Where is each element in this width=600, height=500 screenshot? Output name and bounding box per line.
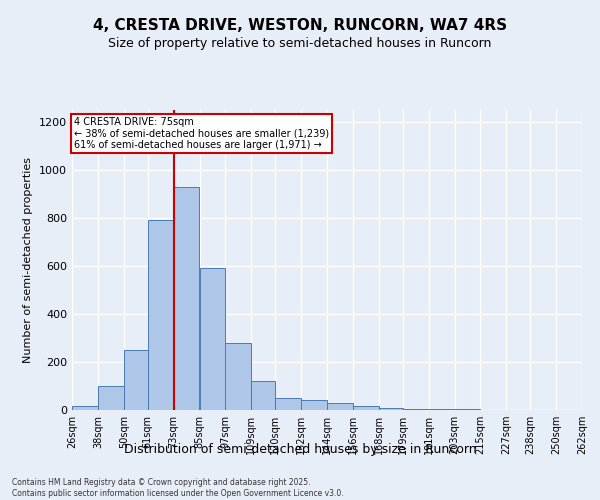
Bar: [403, 409, 428, 410]
Bar: [173, 187, 199, 410]
Text: 4 CRESTA DRIVE: 75sqm
← 38% of semi-detached houses are smaller (1,239)
61% of s: 4 CRESTA DRIVE: 75sqm ← 38% of semi-deta…: [74, 117, 329, 150]
Bar: [428, 409, 455, 410]
Bar: [455, 409, 481, 410]
Bar: [148, 220, 173, 410]
Bar: [226, 343, 251, 410]
Bar: [301, 400, 327, 410]
Bar: [251, 381, 275, 410]
Bar: [98, 386, 124, 410]
Bar: [353, 406, 379, 410]
Bar: [199, 268, 226, 410]
Text: Contains HM Land Registry data © Crown copyright and database right 2025.
Contai: Contains HM Land Registry data © Crown c…: [12, 478, 344, 498]
Bar: [275, 398, 301, 410]
Text: Distribution of semi-detached houses by size in Runcorn: Distribution of semi-detached houses by …: [124, 442, 476, 456]
Bar: [379, 408, 403, 410]
Text: Size of property relative to semi-detached houses in Runcorn: Size of property relative to semi-detach…: [109, 38, 491, 51]
Bar: [327, 403, 353, 410]
Bar: [72, 406, 98, 410]
Y-axis label: Number of semi-detached properties: Number of semi-detached properties: [23, 157, 34, 363]
Text: 4, CRESTA DRIVE, WESTON, RUNCORN, WA7 4RS: 4, CRESTA DRIVE, WESTON, RUNCORN, WA7 4R…: [93, 18, 507, 32]
Bar: [124, 350, 148, 410]
